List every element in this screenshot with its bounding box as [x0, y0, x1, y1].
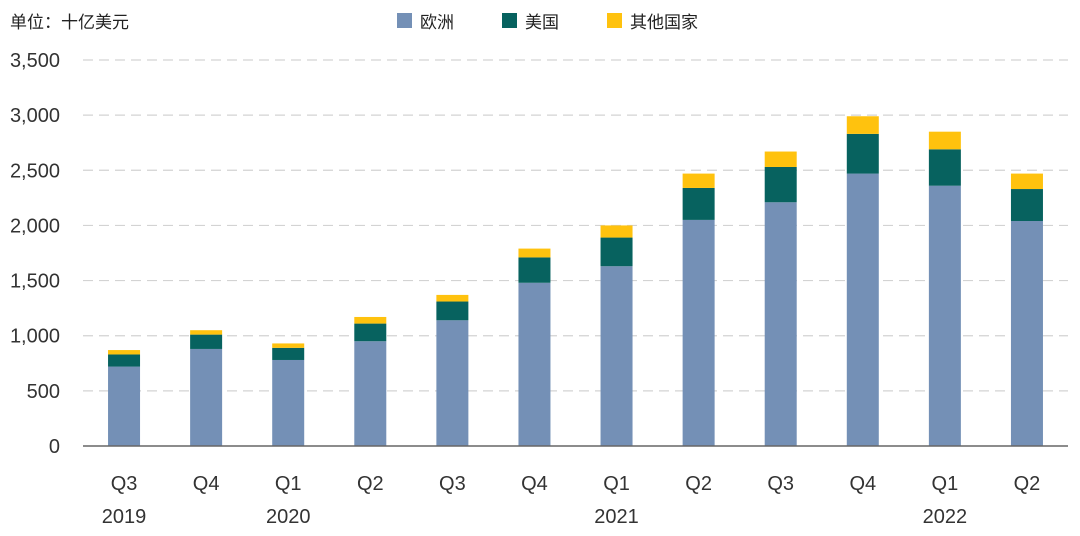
legend-item-europe: 欧洲	[397, 8, 454, 33]
bar-segment-us	[436, 301, 469, 321]
bar-segment-other	[600, 225, 633, 238]
y-tick-label: 1,000	[10, 326, 60, 348]
bar-segment-us	[928, 149, 961, 186]
bar-segment-europe	[928, 185, 961, 446]
x-tick-label: Q3	[767, 473, 794, 495]
bar-segment-us	[682, 187, 715, 220]
y-tick-label: 2,000	[10, 215, 60, 237]
legend-item-us: 美国	[502, 8, 559, 33]
bar-segment-europe	[600, 266, 633, 446]
x-tick-label: Q1	[932, 473, 959, 495]
bar-segment-other	[272, 343, 305, 348]
bar-segment-europe	[1010, 221, 1043, 446]
bar-segment-us	[354, 323, 387, 342]
bar-segment-other	[518, 248, 551, 258]
x-year-label: 2019	[102, 506, 147, 528]
bar-segment-other	[846, 116, 879, 134]
x-tick-label: Q4	[521, 473, 548, 495]
bar-segment-europe	[108, 366, 141, 446]
x-tick-label: Q3	[111, 473, 138, 495]
bar-segment-other	[1010, 173, 1043, 190]
y-tick-label: 0	[49, 436, 60, 458]
bar-segment-europe	[272, 359, 305, 446]
x-tick-label: Q2	[1014, 473, 1041, 495]
y-tick-label: 3,000	[10, 105, 60, 127]
legend-label-other: 其他国家	[630, 13, 698, 33]
x-tick-label: Q1	[603, 473, 630, 495]
bar-segment-europe	[846, 173, 879, 446]
x-tick-label: Q2	[685, 473, 712, 495]
legend-item-other: 其他国家	[607, 8, 698, 33]
x-tick-label: Q4	[849, 473, 876, 495]
y-tick-label: 3,500	[10, 50, 60, 72]
bar-segment-europe	[682, 219, 715, 446]
bar-segment-other	[436, 294, 469, 302]
bar-segment-europe	[190, 348, 223, 446]
legend-label-europe: 欧洲	[420, 13, 454, 33]
bar-segment-us	[272, 347, 305, 360]
x-tick-label: Q3	[439, 473, 466, 495]
bar-segment-other	[764, 151, 797, 167]
bar-segment-other	[190, 330, 223, 335]
y-tick-label: 2,500	[10, 160, 60, 182]
x-year-label: 2020	[266, 506, 311, 528]
legend-swatch-other	[607, 13, 622, 28]
bar-segment-us	[108, 354, 141, 367]
x-tick-label: Q2	[357, 473, 384, 495]
x-tick-label: Q1	[275, 473, 302, 495]
bar-segment-europe	[518, 282, 551, 446]
bar-segment-us	[764, 166, 797, 203]
bar-segment-other	[928, 131, 961, 150]
x-year-label: 2021	[594, 506, 639, 528]
bar-segment-us	[190, 334, 223, 349]
legend: 欧洲 美国 其他国家	[397, 8, 698, 33]
bar-segment-other	[682, 173, 715, 188]
legend-swatch-us	[502, 13, 517, 28]
bar-segment-europe	[354, 341, 387, 446]
bar-segment-us	[518, 257, 551, 283]
bar-segment-other	[108, 350, 141, 355]
y-tick-label: 500	[27, 381, 60, 403]
y-tick-label: 1,500	[10, 271, 60, 293]
bar-segment-us	[1010, 189, 1043, 222]
x-year-label: 2022	[923, 506, 968, 528]
bar-segment-europe	[764, 202, 797, 446]
unit-label: 单位：十亿美元	[10, 13, 129, 33]
legend-label-us: 美国	[525, 13, 559, 33]
x-tick-label: Q4	[193, 473, 220, 495]
bar-segment-us	[600, 237, 633, 267]
bar-segment-us	[846, 133, 879, 174]
legend-swatch-europe	[397, 13, 412, 28]
bar-segment-europe	[436, 320, 469, 446]
bar-segment-other	[354, 316, 387, 324]
